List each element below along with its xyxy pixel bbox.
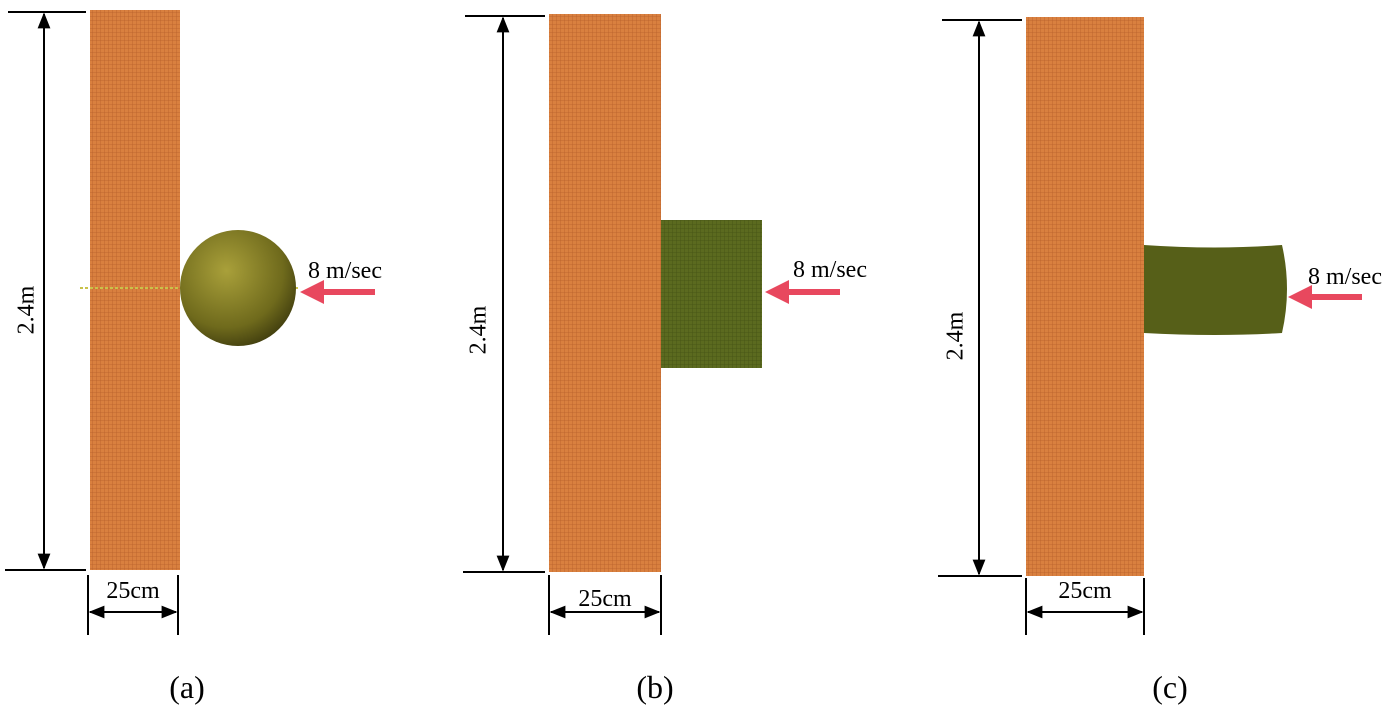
caption: (c) — [1152, 669, 1188, 705]
speed-label: 8 m/sec — [793, 257, 867, 283]
height-label: 2.4m — [14, 285, 40, 334]
speed-label: 8 m/sec — [308, 258, 382, 284]
column — [1026, 17, 1144, 576]
sphere-impactor — [180, 230, 296, 346]
caption: (a) — [169, 669, 205, 705]
column — [549, 14, 661, 572]
width-label: 25cm — [578, 586, 632, 612]
height-label: 2.4m — [466, 305, 492, 354]
caption: (b) — [636, 669, 673, 705]
panel-a: 2.4m 25cm 8 m/sec (a) — [5, 10, 382, 705]
column — [90, 10, 180, 570]
height-label: 2.4m — [943, 311, 969, 360]
box-impactor — [661, 220, 762, 368]
panel-c: 2.4m 25cm 8 m/sec (c) — [938, 17, 1382, 705]
width-label: 25cm — [1058, 578, 1112, 604]
speed-label: 8 m/sec — [1308, 264, 1382, 290]
panel-b: 2.4m 25cm 8 m/sec (b) — [463, 14, 867, 705]
cylinder-impactor — [1144, 245, 1287, 335]
width-label: 25cm — [106, 578, 160, 604]
